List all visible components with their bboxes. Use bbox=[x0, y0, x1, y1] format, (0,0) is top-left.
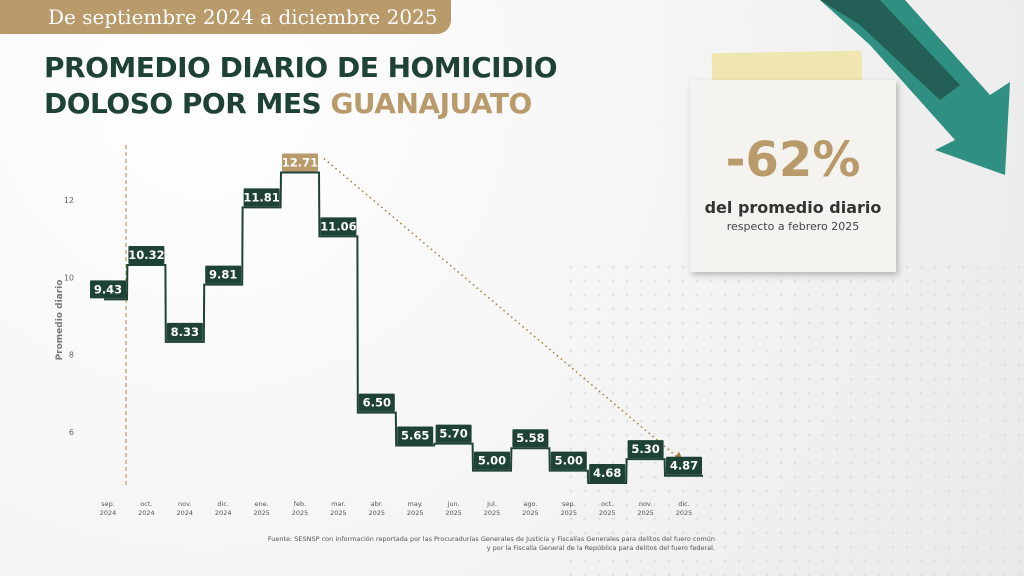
value-label-box bbox=[128, 245, 165, 264]
value-label: 8.33 bbox=[171, 325, 199, 339]
value-label: 5.30 bbox=[631, 442, 659, 456]
x-tick-year: 2025 bbox=[407, 509, 424, 517]
value-label-box bbox=[243, 188, 280, 207]
title-state: GUANAJUATO bbox=[330, 87, 532, 120]
date-range-banner: De septiembre 2024 a diciembre 2025 bbox=[0, 0, 451, 34]
x-tick-year: 2024 bbox=[138, 509, 155, 517]
callout-card: -62% del promedio diario respecto a febr… bbox=[690, 80, 896, 272]
value-label: 5.70 bbox=[439, 427, 467, 441]
value-label: 5.00 bbox=[555, 454, 583, 468]
y-tick-label: 6 bbox=[69, 428, 74, 437]
value-label: 6.50 bbox=[363, 396, 391, 410]
x-tick-month: sep. bbox=[562, 500, 576, 508]
value-label-box bbox=[666, 456, 702, 475]
x-tick-year: 2025 bbox=[292, 509, 309, 517]
value-label-box bbox=[435, 424, 472, 443]
x-tick-year: 2025 bbox=[330, 509, 347, 517]
x-tick-month: nov. bbox=[639, 500, 653, 508]
value-label: 12.71 bbox=[282, 156, 318, 170]
trend-arrow-line bbox=[323, 157, 679, 459]
value-label-box bbox=[166, 322, 203, 341]
source-line-1: Fuente: SESNSP con información reportada… bbox=[267, 535, 715, 543]
y-tick-label: 8 bbox=[69, 351, 74, 360]
callout-line-2: respecto a febrero 2025 bbox=[726, 220, 860, 233]
x-tick-month: mar. bbox=[331, 500, 345, 508]
value-label: 4.68 bbox=[593, 466, 621, 480]
dot-pattern bbox=[564, 260, 1024, 576]
page-title: PROMEDIO DIARIO DE HOMICIDIO DOLOSO POR … bbox=[44, 50, 558, 122]
value-label: 11.06 bbox=[320, 219, 356, 233]
value-label-box bbox=[205, 265, 242, 284]
value-label-box bbox=[512, 429, 549, 448]
x-tick-year: 2025 bbox=[369, 509, 386, 517]
x-tick-year: 2024 bbox=[100, 509, 117, 517]
x-tick-month: jun. bbox=[447, 500, 460, 508]
value-label-box bbox=[282, 153, 318, 172]
x-tick-month: oct. bbox=[601, 500, 613, 508]
value-label-box bbox=[397, 426, 434, 445]
x-tick-month: abr. bbox=[371, 500, 383, 508]
title-line-2-text: DOLOSO POR MES bbox=[44, 87, 322, 120]
y-axis-label: Promedio diario bbox=[55, 280, 65, 361]
value-label-box bbox=[474, 451, 510, 470]
x-tick-month: jul. bbox=[486, 500, 497, 508]
x-tick-month: feb. bbox=[294, 500, 306, 508]
x-tick-month: may. bbox=[408, 500, 423, 508]
step-series-line bbox=[104, 171, 703, 485]
x-tick-year: 2024 bbox=[215, 509, 232, 517]
y-tick-label: 10 bbox=[64, 273, 74, 282]
y-tick-label: 12 bbox=[64, 196, 74, 205]
x-tick-year: 2025 bbox=[599, 509, 616, 517]
x-tick-year: 2025 bbox=[484, 509, 501, 517]
value-label-box bbox=[358, 393, 395, 412]
value-label-box bbox=[550, 451, 587, 470]
value-label: 9.43 bbox=[94, 282, 122, 296]
x-tick-year: 2025 bbox=[445, 509, 462, 517]
x-tick-year: 2025 bbox=[676, 509, 693, 517]
x-tick-year: 2024 bbox=[177, 509, 194, 517]
value-label: 10.32 bbox=[128, 248, 164, 262]
x-tick-month: ene. bbox=[255, 500, 269, 508]
value-label: 5.58 bbox=[516, 431, 544, 445]
value-label-box bbox=[320, 217, 357, 236]
x-tick-year: 2025 bbox=[253, 509, 270, 517]
source-line-2: y por la Fiscalía General de la Repúblic… bbox=[486, 544, 715, 552]
title-line-1: PROMEDIO DIARIO DE HOMICIDIO bbox=[44, 51, 558, 84]
value-label: 5.00 bbox=[478, 454, 506, 468]
value-label-box bbox=[90, 280, 126, 299]
title-line-2: DOLOSO POR MES GUANAJUATO bbox=[44, 86, 557, 122]
x-tick-year: 2025 bbox=[637, 509, 654, 517]
value-label: 11.81 bbox=[243, 190, 279, 204]
x-tick-year: 2025 bbox=[522, 509, 539, 517]
value-label-box bbox=[627, 440, 664, 459]
callout-line-1: del promedio diario bbox=[704, 198, 882, 217]
x-tick-month: oct. bbox=[140, 500, 152, 508]
callout-percent: -62% bbox=[725, 132, 861, 188]
value-label: 5.65 bbox=[401, 429, 429, 443]
down-arrow-icon bbox=[820, 0, 1010, 175]
value-label-box bbox=[589, 464, 626, 483]
x-tick-month: nov. bbox=[178, 500, 192, 508]
x-tick-year: 2025 bbox=[561, 509, 578, 517]
x-tick-month: dic. bbox=[678, 500, 690, 508]
value-label: 4.87 bbox=[670, 459, 698, 473]
value-label: 9.81 bbox=[209, 268, 237, 282]
x-tick-month: dic. bbox=[217, 500, 229, 508]
x-tick-month: sep. bbox=[101, 500, 115, 508]
x-tick-month: ago. bbox=[523, 500, 537, 508]
source-note: Fuente: SESNSP con información reportada… bbox=[240, 535, 715, 553]
